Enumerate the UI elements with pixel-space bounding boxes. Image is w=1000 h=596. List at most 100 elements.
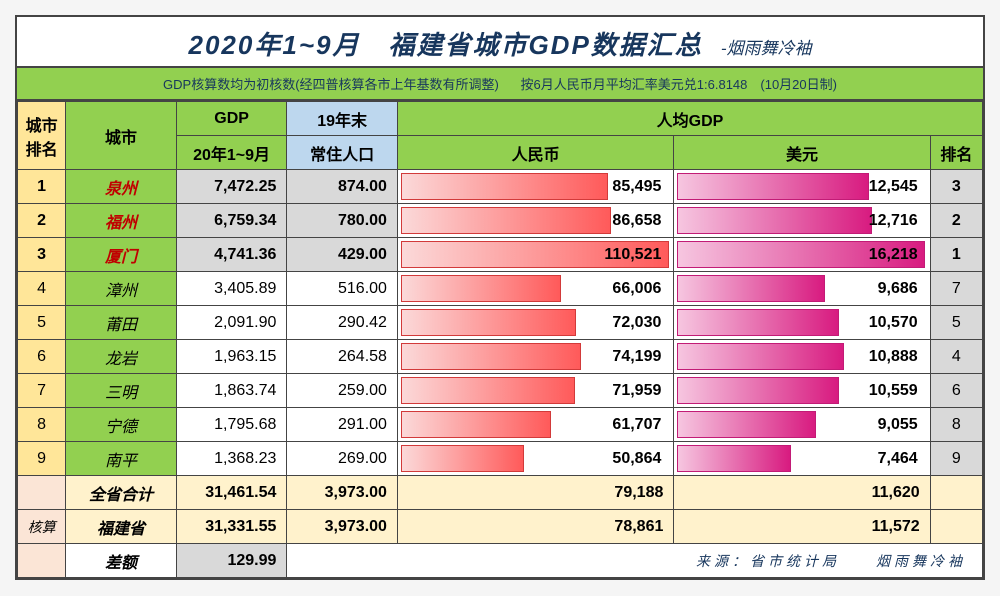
cell-gdp: 7,472.25 [176,170,287,204]
th-pop-top: 19年末 [287,102,398,136]
rmb-value: 86,658 [612,212,673,230]
usd-value: 10,559 [869,382,930,400]
cell-prank: 4 [930,340,982,374]
rmb-value: 74,199 [612,348,673,366]
cell-usd-bar: 7,464 [674,442,930,476]
usd-value: 12,716 [869,212,930,230]
rmb-value: 50,864 [612,450,673,468]
cell-rmb-bar: 85,495 [397,170,673,204]
cell-gdp: 1,795.68 [176,408,287,442]
cell-rmb-bar: 86,658 [397,204,673,238]
rmb-value: 66,006 [612,280,673,298]
label-diff: 差额 [66,544,177,578]
usd-bar [677,343,844,370]
cell-city: 宁德 [66,408,177,442]
usd-value: 12,545 [869,178,930,196]
th-gdp-top: GDP [176,102,287,136]
cell-blank [18,476,66,510]
cell-pop: 429.00 [287,238,398,272]
rmb-value: 61,707 [612,416,673,434]
th-gdp-sub: 20年1~9月 [176,136,287,170]
cell-gdp: 1,963.15 [176,340,287,374]
rmb-value: 71,959 [612,382,673,400]
cell-pop: 874.00 [287,170,398,204]
subtitle-right: 按6月人民币月平均汇率美元兑1:6.8148 (10月20日制) [521,77,837,92]
footer-credit: 来源：省市统计局 烟雨舞冷袖 [287,544,983,578]
cell-prank: 3 [930,170,982,204]
cell-prank: 5 [930,306,982,340]
usd-bar [677,173,869,200]
gdp-table: 城市 排名 城市 GDP 19年末 人均GDP 20年1~9月 常住人口 人民币… [17,101,983,578]
cell-city: 莆田 [66,306,177,340]
title-bar: 2020年1~9月 福建省城市GDP数据汇总 -烟雨舞冷袖 [17,17,983,68]
usd-value: 9,055 [878,416,930,434]
cell-rank: 9 [18,442,66,476]
cell-rmb-bar: 72,030 [397,306,673,340]
cell-rank: 2 [18,204,66,238]
cell-pop: 269.00 [287,442,398,476]
table-row: 6龙岩1,963.15264.58 74,19910,8884 [18,340,983,374]
th-pop-sub: 常住人口 [287,136,398,170]
cell-pop: 259.00 [287,374,398,408]
cell-rank: 4 [18,272,66,306]
rmb-bar [401,173,608,200]
rmb-bar [401,309,576,336]
th-prank: 排名 [930,136,982,170]
rmb-bar [401,207,611,234]
table-body: 1泉州7,472.25874.0085,49512,54532福州6,759.3… [18,170,983,476]
th-percap-top: 人均GDP [397,102,982,136]
cell-gdp: 1,863.74 [176,374,287,408]
sum-gdp: 31,461.54 [176,476,287,510]
cell-rmb-bar: 74,199 [397,340,673,374]
cell-city: 漳州 [66,272,177,306]
main-title: 2020年1~9月 福建省城市GDP数据汇总 [189,25,703,62]
sum-usd: 11,620 [674,476,930,510]
cell-prank: 7 [930,272,982,306]
cell-usd-bar: 10,570 [674,306,930,340]
th-rank: 城市 排名 [18,102,66,170]
cell-rank: 3 [18,238,66,272]
cell-rmb-bar: 50,864 [397,442,673,476]
cell-prank: 6 [930,374,982,408]
sum-prank-blank [930,476,982,510]
table-row: 1泉州7,472.25874.0085,49512,5453 [18,170,983,204]
off-gdp: 31,331.55 [176,510,287,544]
th-rmb: 人民币 [397,136,673,170]
usd-bar [677,309,839,336]
label-huesuan: 核算 [18,510,66,544]
cell-rank: 5 [18,306,66,340]
cell-usd-bar: 10,888 [674,340,930,374]
cell-rank: 8 [18,408,66,442]
cell-rmb-bar: 61,707 [397,408,673,442]
usd-value: 7,464 [878,450,930,468]
cell-gdp: 2,091.90 [176,306,287,340]
usd-value: 16,218 [869,246,930,264]
cell-usd-bar: 12,716 [674,204,930,238]
cell-city: 南平 [66,442,177,476]
cell-city: 龙岩 [66,340,177,374]
table-row: 7三明1,863.74259.00 71,959 10,5596 [18,374,983,408]
usd-bar [677,377,839,404]
table-row: 4漳州3,405.89516.0066,0069,6867 [18,272,983,306]
rmb-bar [401,343,581,370]
subtitle-left: GDP核算数均为初核数(经四普核算各市上年基数有所调整) [163,77,499,92]
cell-rmb-bar: 66,006 [397,272,673,306]
cell-rank: 7 [18,374,66,408]
cell-prank: 1 [930,238,982,272]
cell-rank: 6 [18,340,66,374]
cell-city: 泉州 [66,170,177,204]
rmb-bar [401,377,576,404]
cell-gdp: 6,759.34 [176,204,287,238]
table-row: 8宁德1,795.68291.0061,7079,0558 [18,408,983,442]
cell-prank: 8 [930,408,982,442]
cell-city: 三明 [66,374,177,408]
rmb-bar [401,445,524,472]
cell-usd-bar: 12,545 [674,170,930,204]
cell-pop: 264.58 [287,340,398,374]
off-rmb: 78,861 [397,510,673,544]
table-header: 城市 排名 城市 GDP 19年末 人均GDP 20年1~9月 常住人口 人民币… [18,102,983,170]
subtitle-bar: GDP核算数均为初核数(经四普核算各市上年基数有所调整) 按6月人民币月平均汇率… [17,68,983,101]
usd-bar [677,275,825,302]
off-usd: 11,572 [674,510,930,544]
usd-bar [677,445,791,472]
